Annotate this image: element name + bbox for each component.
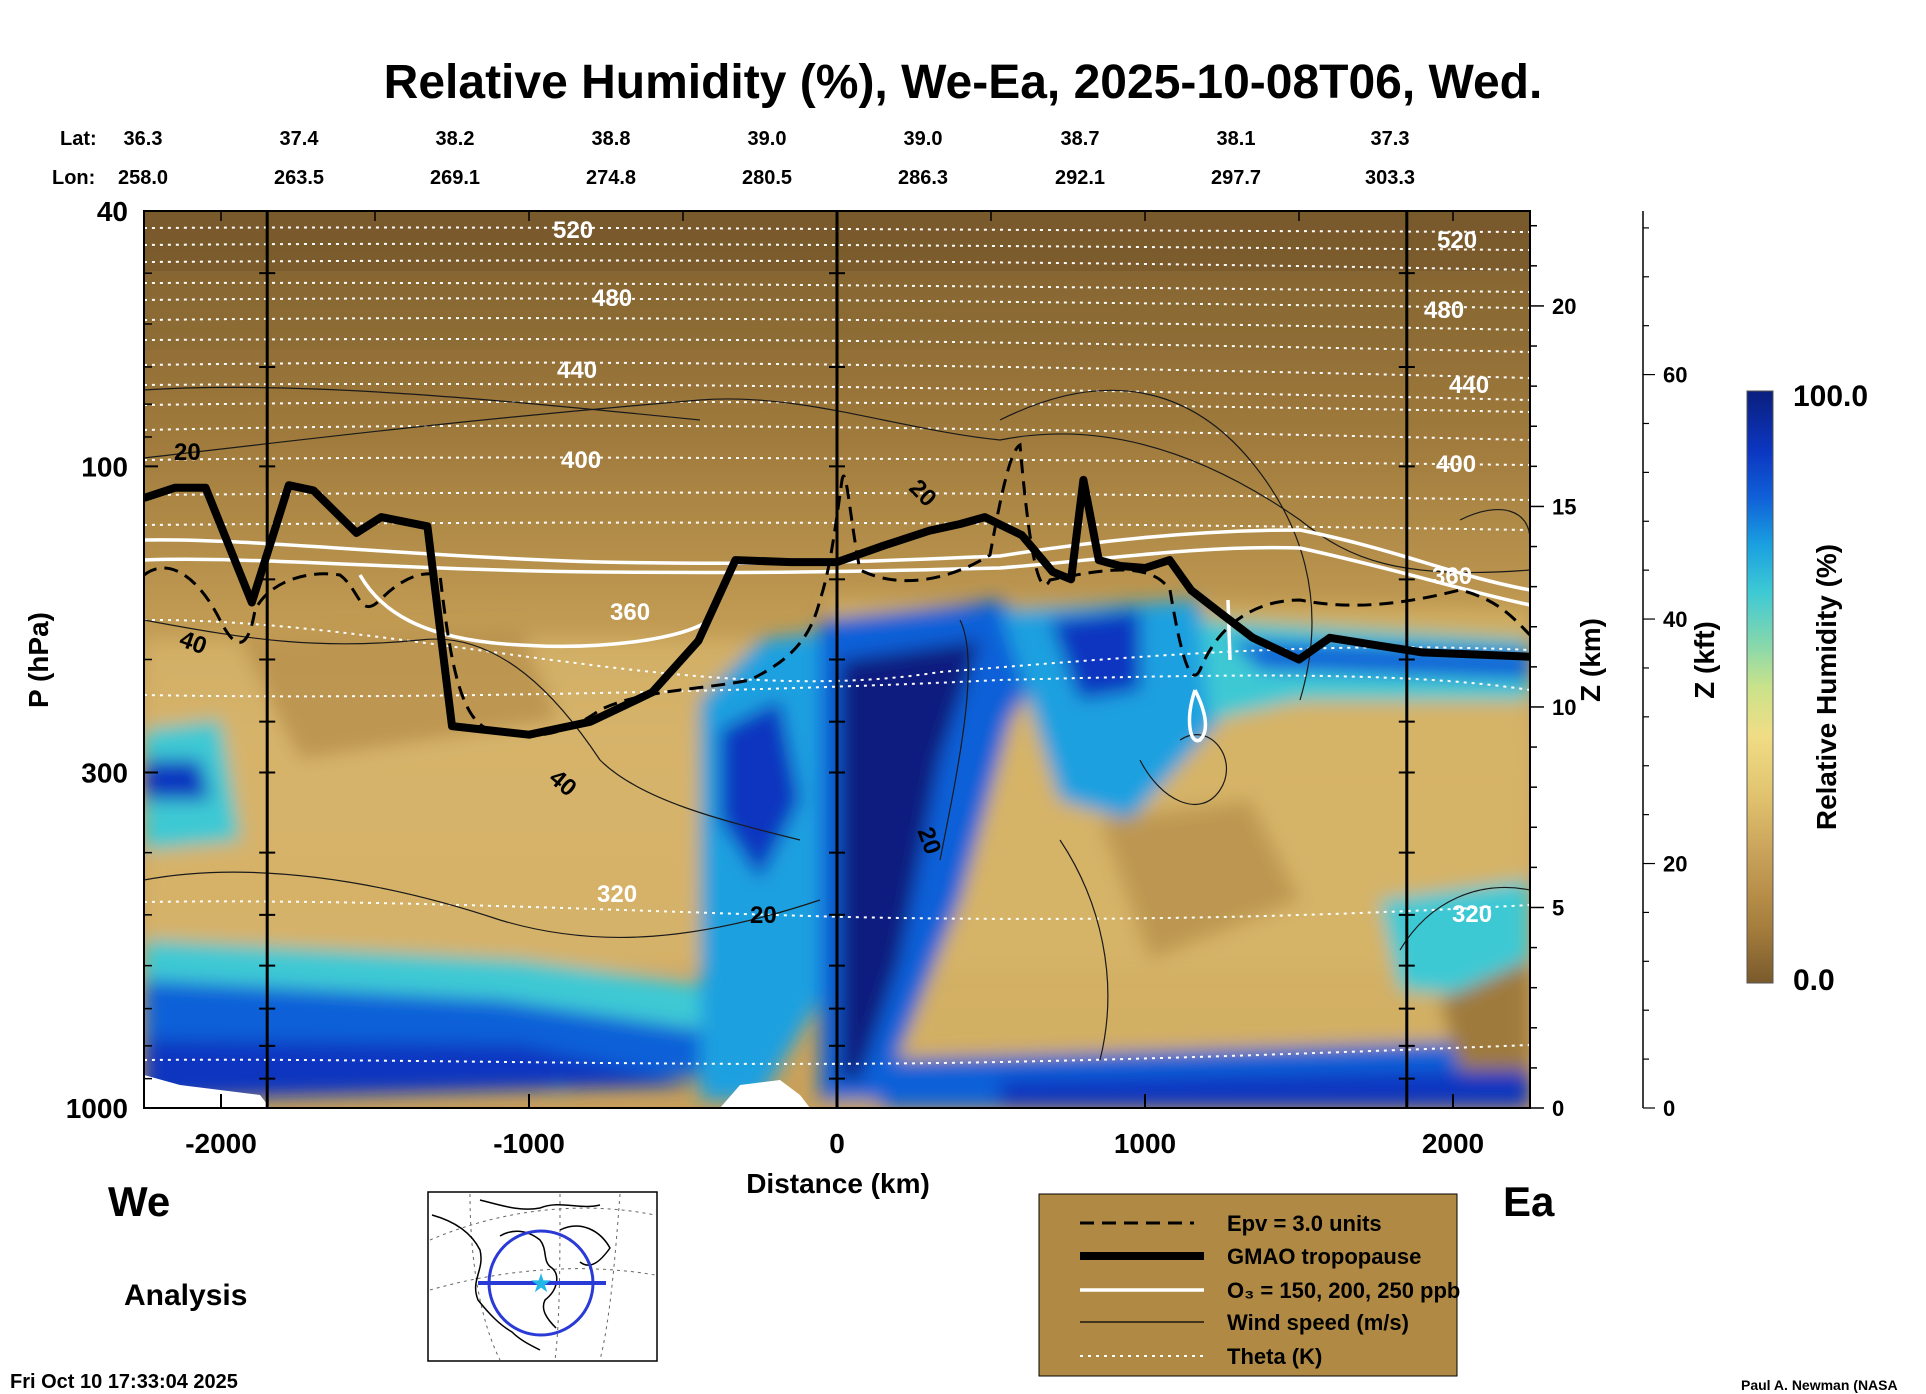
inset-map: ★ bbox=[427, 1191, 658, 1362]
z-km-tick-label: 0 bbox=[1552, 1096, 1564, 1121]
analysis-label: Analysis bbox=[124, 1279, 247, 1312]
x-tick-label: 2000 bbox=[1422, 1128, 1484, 1159]
y-axis-label: P (hPa) bbox=[23, 612, 54, 708]
z-km-axis-label: Z (km) bbox=[1575, 618, 1606, 702]
lat-value: 38.2 bbox=[436, 128, 475, 150]
plot-area bbox=[144, 211, 1530, 1108]
x-tick-label: -1000 bbox=[493, 1128, 565, 1159]
y-tick-label: 300 bbox=[81, 757, 128, 788]
gmao-tropopause-line bbox=[144, 475, 1530, 739]
wind-contours bbox=[144, 386, 1530, 1061]
lat-value: 36.3 bbox=[124, 128, 163, 150]
legend-label-ozone: O₃ = 150, 200, 250 ppb bbox=[1227, 1278, 1460, 1303]
lon-value: 258.0 bbox=[118, 167, 168, 189]
theta-label: 520 bbox=[1437, 227, 1477, 254]
west-label: We bbox=[108, 1178, 170, 1225]
y-tick-label: 100 bbox=[81, 451, 128, 482]
theta-label: 480 bbox=[1424, 297, 1464, 324]
lon-value: 303.3 bbox=[1365, 167, 1415, 189]
timestamp: Fri Oct 10 17:33:04 2025 bbox=[10, 1371, 238, 1393]
lat-lon-header: 36.3 37.4 38.2 38.8 39.0 39.0 38.7 38.1 37.3 258.… bbox=[118, 128, 1415, 189]
z-km-tick-label: 10 bbox=[1552, 695, 1576, 720]
z-kft-tick-label: 0 bbox=[1663, 1096, 1675, 1121]
lat-value: 38.8 bbox=[592, 128, 631, 150]
y-tick-label: 1000 bbox=[66, 1093, 128, 1124]
lat-value: 38.1 bbox=[1217, 128, 1256, 150]
lon-value: 286.3 bbox=[898, 167, 948, 189]
lon-value: 297.7 bbox=[1211, 167, 1261, 189]
axes: 40 100 300 1000 -2000 -1000 0 1000 2000 0 5 10 15 20 0… bbox=[66, 196, 1688, 1159]
lat-value: 37.4 bbox=[280, 128, 320, 150]
theta-label: 480 bbox=[592, 285, 632, 312]
legend-label-theta: Theta (K) bbox=[1227, 1344, 1322, 1369]
lon-header-label: Lon: bbox=[52, 167, 95, 189]
theta-label: 400 bbox=[561, 447, 601, 474]
z-km-tick-label: 5 bbox=[1552, 895, 1564, 920]
ozone-contours bbox=[144, 528, 1530, 743]
lat-value: 38.7 bbox=[1061, 128, 1100, 150]
z-kft-tick-label: 60 bbox=[1663, 363, 1687, 388]
legend-label-epv: Epv = 3.0 units bbox=[1227, 1211, 1382, 1236]
colorbar-gradient bbox=[1746, 390, 1774, 984]
theta-label: 440 bbox=[557, 357, 597, 384]
wind-label: 20 bbox=[174, 439, 201, 466]
x-tick-label: 0 bbox=[829, 1128, 845, 1159]
z-km-tick-label: 20 bbox=[1552, 294, 1576, 319]
map-coastline bbox=[431, 1199, 611, 1351]
lat-header-label: Lat: bbox=[60, 128, 97, 150]
theta-label: 520 bbox=[553, 217, 593, 244]
theta-label: 360 bbox=[610, 599, 650, 626]
x-tick-label: 1000 bbox=[1114, 1128, 1176, 1159]
legend-label-tropopause: GMAO tropopause bbox=[1227, 1244, 1421, 1269]
theta-label: 400 bbox=[1436, 451, 1476, 478]
wind-label: 20 bbox=[750, 902, 777, 929]
legend: Epv = 3.0 units GMAO tropopause O₃ = 150… bbox=[1038, 1193, 1460, 1377]
colorbar-min-label: 0.0 bbox=[1793, 964, 1835, 997]
lon-value: 292.1 bbox=[1055, 167, 1105, 189]
y-tick-label: 40 bbox=[97, 196, 128, 227]
lat-value: 39.0 bbox=[904, 128, 943, 150]
lon-value: 269.1 bbox=[430, 167, 480, 189]
theta-label: 440 bbox=[1449, 372, 1489, 399]
epv-contour bbox=[144, 442, 1530, 737]
chart-title: Relative Humidity (%), We-Ea, 2025-10-08… bbox=[384, 56, 1543, 109]
z-kft-tick-label: 20 bbox=[1663, 852, 1687, 877]
lon-value: 280.5 bbox=[742, 167, 792, 189]
colorbar-label: Relative Humidity (%) bbox=[1811, 544, 1842, 830]
z-kft-tick-label: 40 bbox=[1663, 607, 1687, 632]
map-location-star-icon: ★ bbox=[529, 1268, 552, 1298]
theta-label: 320 bbox=[1452, 901, 1492, 928]
lon-value: 263.5 bbox=[274, 167, 324, 189]
theta-labels: 520 480 440 400 360 320 520 480 440 400 … bbox=[553, 217, 1492, 928]
legend-label-wind: Wind speed (m/s) bbox=[1227, 1310, 1409, 1335]
colorbar-max-label: 100.0 bbox=[1793, 380, 1868, 413]
z-kft-axis-label: Z (kft) bbox=[1689, 621, 1720, 699]
lon-value: 274.8 bbox=[586, 167, 636, 189]
x-tick-label: -2000 bbox=[185, 1128, 257, 1159]
colorbar: 100.0 0.0 Relative Humidity (%) bbox=[1746, 380, 1868, 997]
vertical-markers bbox=[259, 211, 1415, 1108]
lat-value: 37.3 bbox=[1371, 128, 1410, 150]
credit: Paul A. Newman (NASA bbox=[1741, 1377, 1898, 1393]
theta-label: 320 bbox=[597, 881, 637, 908]
x-axis-label: Distance (km) bbox=[746, 1168, 930, 1199]
east-label: Ea bbox=[1503, 1178, 1555, 1225]
lat-value: 39.0 bbox=[748, 128, 787, 150]
z-km-tick-label: 15 bbox=[1552, 494, 1576, 519]
theta-label: 360 bbox=[1432, 563, 1472, 590]
theta-contours bbox=[144, 226, 1530, 1065]
